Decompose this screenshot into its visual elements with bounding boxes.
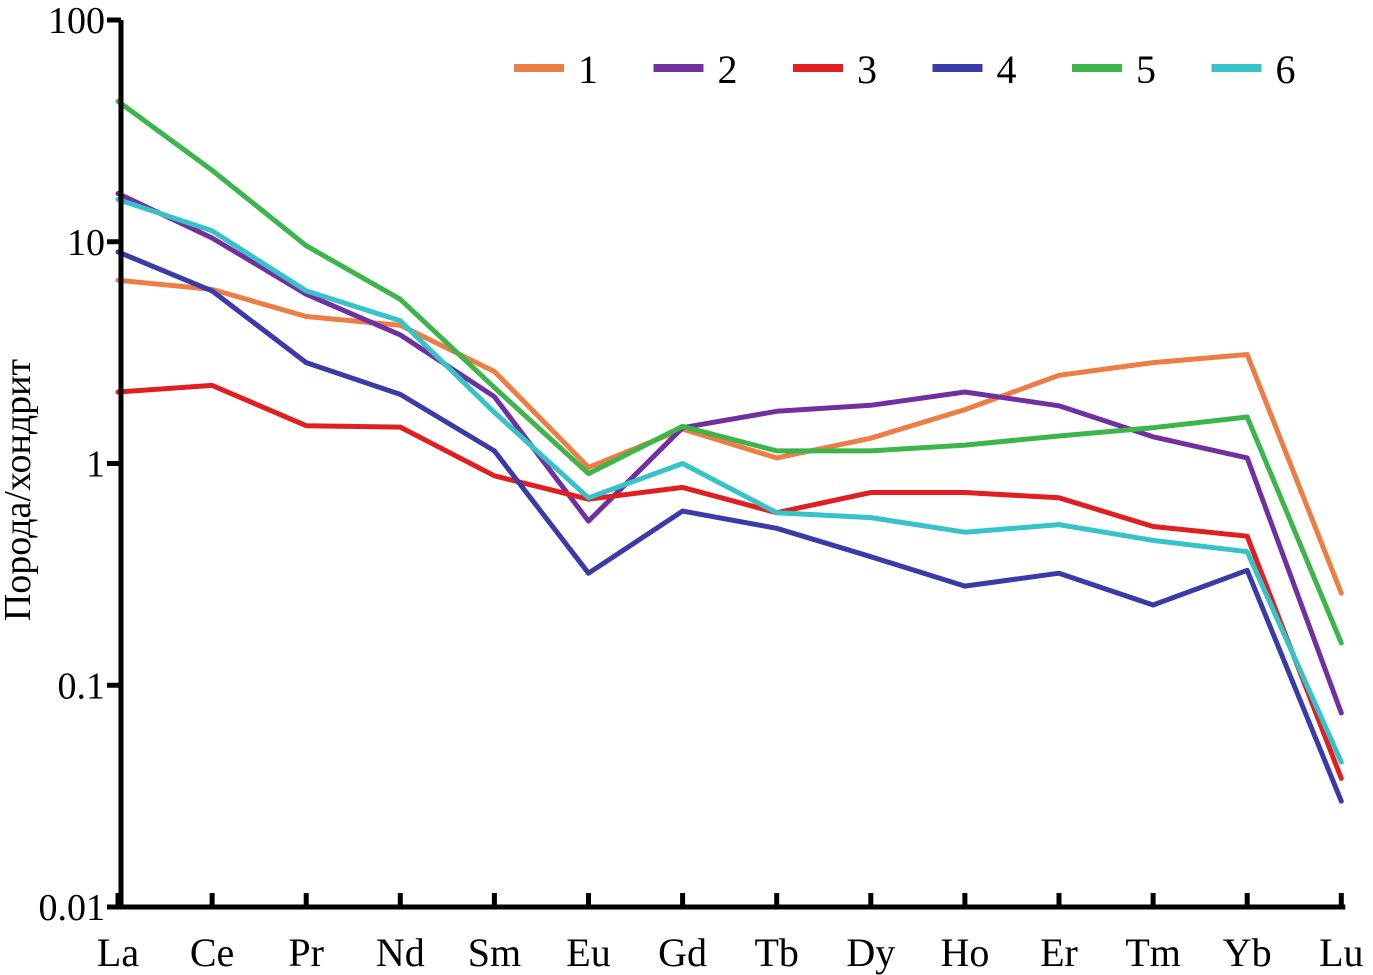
y-axis-title: Порода/хондрит xyxy=(0,358,39,621)
x-tick-label: Ce xyxy=(190,930,234,975)
x-tick-label: Gd xyxy=(658,930,707,975)
x-tick-label: Tm xyxy=(1125,930,1181,975)
series-layer xyxy=(115,98,1344,804)
x-tick-label: La xyxy=(97,930,139,975)
legend-label-4: 4 xyxy=(997,47,1017,92)
y-tick-label: 1 xyxy=(86,444,105,486)
x-tick-label: Ho xyxy=(940,930,989,975)
x-tick-label: Er xyxy=(1040,930,1078,975)
x-tick-label: Nd xyxy=(376,930,425,975)
x-tick-label: Dy xyxy=(846,930,895,975)
series-line-2 xyxy=(115,191,1344,716)
series-line-6 xyxy=(115,197,1344,765)
x-tick-label: Tb xyxy=(754,930,798,975)
legend-label-2: 2 xyxy=(718,47,738,92)
x-tick-label: Sm xyxy=(468,930,521,975)
x-tick-label: Eu xyxy=(566,930,610,975)
series-line-3 xyxy=(115,382,1344,781)
axis-layer: 0.01 0.1 1 10 100 La Ce Pr Nd Sm Eu Gd Tb Dy Ho Er Tm Yb L… xyxy=(39,0,1364,975)
series-line-5 xyxy=(115,98,1344,646)
y-tick-label: 10 xyxy=(67,222,105,264)
legend-label-6: 6 xyxy=(1276,47,1296,92)
legend-label-1: 1 xyxy=(578,47,598,92)
x-tick-label: Yb xyxy=(1223,930,1272,975)
legend: 1 2 3 4 5 6 xyxy=(514,47,1296,92)
y-tick-label: 0.1 xyxy=(58,665,106,707)
x-tick-label: Lu xyxy=(1319,930,1363,975)
y-tick-label: 100 xyxy=(48,0,105,42)
x-tick-label: Pr xyxy=(288,930,324,975)
legend-label-3: 3 xyxy=(857,47,877,92)
series-line-1 xyxy=(115,277,1344,596)
y-tick-label: 0.01 xyxy=(39,887,106,929)
series-line-4 xyxy=(115,249,1344,804)
legend-label-5: 5 xyxy=(1136,47,1156,92)
